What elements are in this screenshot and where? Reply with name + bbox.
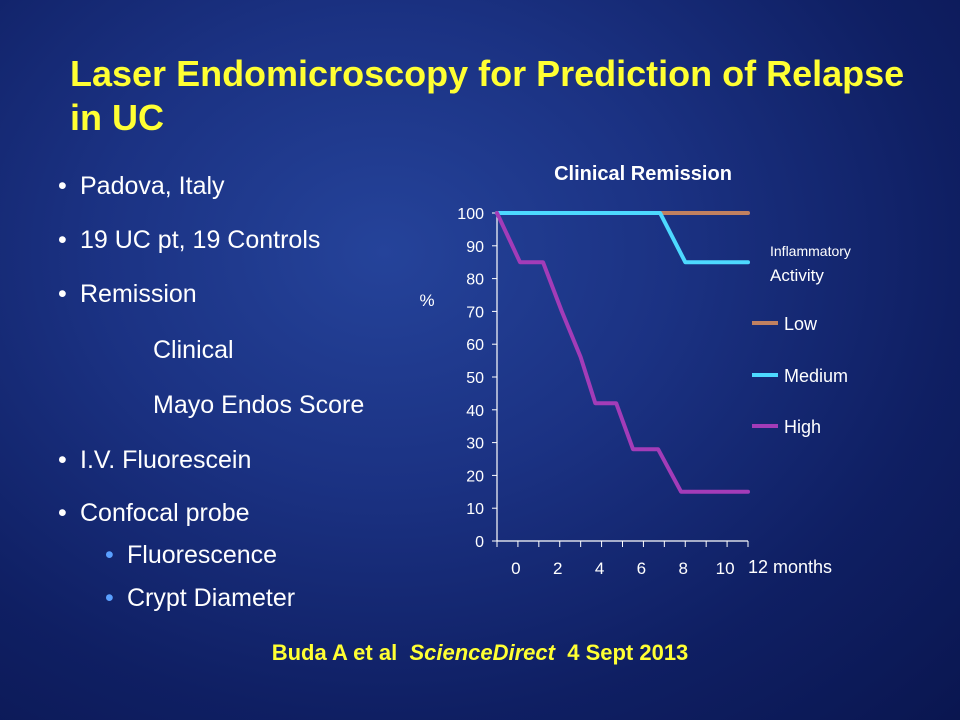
series-line-high	[495, 211, 750, 494]
series-line-medium	[495, 211, 750, 265]
citation: Buda A et al ScienceDirect 4 Sept 2013	[0, 640, 960, 666]
y-tick-label: 80	[466, 272, 484, 289]
x-tick-label: 8	[679, 559, 688, 578]
slide-title: Laser Endomicroscopy for Prediction of R…	[70, 53, 905, 138]
bullet-dot-icon: •	[58, 499, 67, 527]
bullet-text: Clinical	[153, 336, 234, 364]
bullet-dot-icon: •	[58, 446, 67, 474]
bullet-text: Padova, Italy	[80, 172, 225, 200]
sub-bullet-item: • Fluorescence	[105, 540, 277, 570]
y-tick-label: 100	[457, 206, 484, 223]
legend-label-medium: Medium	[784, 366, 848, 386]
bullet-dot-icon: •	[105, 584, 114, 612]
legend-title: Inflammatory Activity	[770, 243, 855, 285]
x-tick-label: 0	[511, 559, 520, 578]
bullet-text: Fluorescence	[127, 541, 278, 569]
citation-journal: ScienceDirect	[409, 640, 555, 665]
y-tick-label: 90	[466, 239, 484, 256]
citation-authors: Buda A et al	[271, 640, 398, 665]
bullet-text: Mayo Endos Score	[153, 391, 365, 419]
bullet-text: Crypt Diameter	[127, 584, 296, 612]
x-tick-label: 2	[553, 559, 562, 578]
bullet-dot-icon: •	[58, 172, 67, 200]
bullet-dot-icon: •	[105, 541, 114, 569]
bullet-item: • Confocal probe	[58, 498, 250, 528]
chart-title: Clinical Remission	[554, 163, 732, 185]
x-tick-label: 10	[716, 559, 735, 578]
legend-label-high: High	[784, 417, 821, 437]
x-tick-label: 6	[637, 559, 646, 578]
citation-date: 4 Sept 2013	[567, 640, 689, 665]
y-tick-label: 60	[466, 337, 484, 354]
y-tick-label: 50	[466, 370, 484, 387]
x-tick-label: 4	[595, 559, 604, 578]
y-tick-label: 40	[466, 403, 484, 420]
bullet-item: • I.V. Fluorescein	[58, 445, 251, 475]
x-axis-label: 12 months	[748, 557, 832, 577]
y-axis-label: %	[419, 291, 434, 310]
y-tick-label: 0	[475, 534, 484, 551]
y-tick-label: 70	[466, 304, 484, 321]
bullet-text: Remission	[80, 280, 197, 308]
bullet-item: • 19 UC pt, 19 Controls	[58, 225, 320, 255]
bullet-item: Mayo Endos Score	[153, 390, 364, 420]
bullet-item: Clinical	[153, 335, 234, 365]
y-tick-label: 30	[466, 436, 484, 453]
bullet-text: 19 UC pt, 19 Controls	[80, 226, 321, 254]
bullet-item: • Remission	[58, 279, 197, 309]
bullet-item: • Padova, Italy	[58, 171, 225, 201]
y-tick-label: 20	[466, 468, 484, 485]
legend-label-low: Low	[784, 314, 818, 334]
sub-bullet-item: • Crypt Diameter	[105, 583, 295, 613]
bullet-text: I.V. Fluorescein	[80, 446, 252, 474]
bullet-dot-icon: •	[58, 226, 67, 254]
bullet-text: Confocal probe	[80, 499, 250, 527]
y-tick-label: 10	[466, 501, 484, 518]
bullet-dot-icon: •	[58, 280, 67, 308]
